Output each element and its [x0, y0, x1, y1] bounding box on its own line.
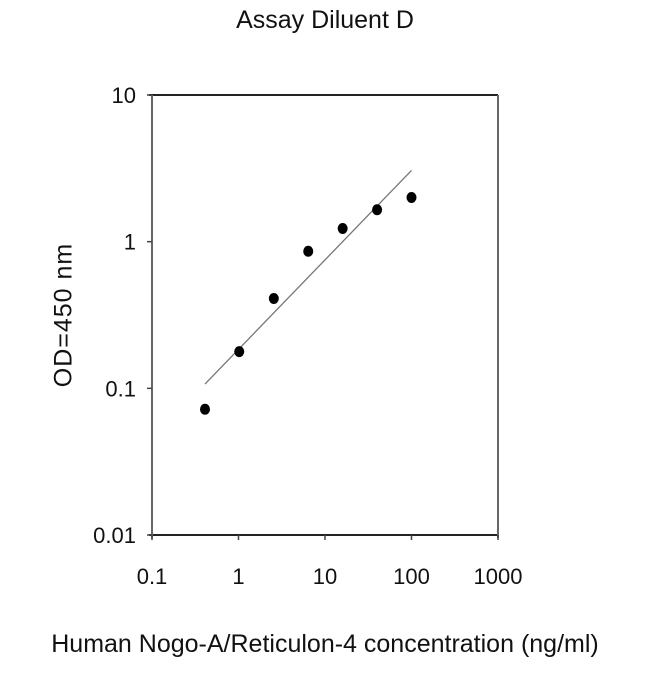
data-point — [234, 346, 245, 358]
data-point — [337, 222, 348, 234]
data-point — [372, 204, 383, 216]
data-point — [200, 403, 211, 415]
x-tick-label: 1 — [232, 564, 244, 589]
x-tick-label: 1000 — [474, 564, 523, 589]
plot-frame — [149, 94, 499, 538]
data-point — [268, 292, 279, 304]
data-point — [303, 245, 314, 257]
y-tick-label: 0.01 — [93, 523, 136, 548]
chart-title: Assay Diluent D — [236, 6, 414, 34]
x-tick-label: 10 — [313, 564, 337, 589]
data-points — [200, 192, 417, 415]
y-tick-label: 10 — [112, 83, 136, 108]
x-tick-label: 0.1 — [137, 564, 168, 589]
x-axis-label: Human Nogo-A/Reticulon-4 concentration (… — [51, 630, 599, 658]
y-tick-label: 1 — [124, 230, 136, 255]
y-tick-label: 0.1 — [105, 376, 136, 401]
x-tick-label: 100 — [393, 564, 430, 589]
data-point — [406, 192, 417, 204]
